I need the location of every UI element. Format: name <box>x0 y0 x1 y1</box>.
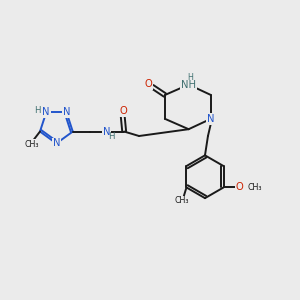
Text: O: O <box>119 106 127 116</box>
Text: H: H <box>187 73 193 82</box>
Text: H: H <box>109 132 115 141</box>
Text: H: H <box>34 106 41 115</box>
Text: CH₃: CH₃ <box>24 140 39 148</box>
Text: N: N <box>63 107 70 117</box>
Text: CH₃: CH₃ <box>175 196 189 205</box>
Text: N: N <box>103 127 110 136</box>
Text: CH₃: CH₃ <box>247 183 262 192</box>
Text: N: N <box>52 139 60 148</box>
Text: N: N <box>207 114 215 124</box>
Text: O: O <box>144 79 152 89</box>
Text: O: O <box>236 182 243 193</box>
Text: NH: NH <box>181 80 196 90</box>
Text: N: N <box>43 107 50 117</box>
